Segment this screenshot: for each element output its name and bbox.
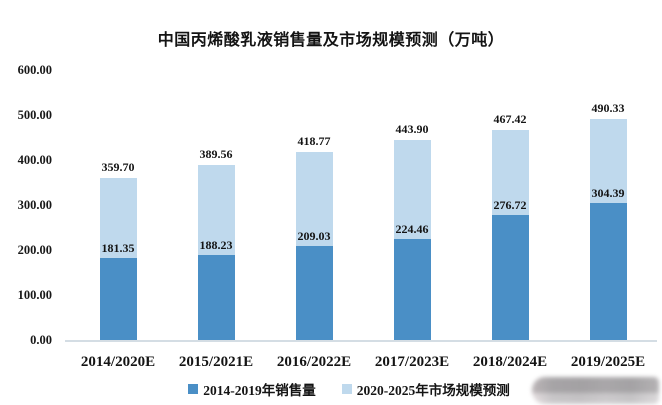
y-axis-tick-label: 600.00 — [17, 63, 52, 77]
bar-segment-sales — [393, 238, 431, 340]
x-axis-label: 2019/2025E — [570, 354, 646, 370]
bar-total-label: 418.77 — [297, 133, 331, 148]
bar-segment-forecast — [197, 164, 235, 256]
bar-sales-label: 181.35 — [101, 241, 135, 256]
legend-item: 2014-2019年销售量 — [188, 379, 316, 399]
bar-total-label: 467.42 — [493, 111, 527, 126]
bar-sales-label: 188.23 — [199, 238, 233, 253]
legend-item: 2020-2025年市场规模预测 — [341, 379, 510, 399]
bar-segment-forecast — [491, 129, 529, 216]
bar-segment-sales — [491, 215, 529, 340]
bar-segment-sales — [295, 245, 333, 340]
y-axis-tick-label: 300.00 — [17, 198, 52, 212]
bar-sales-label: 224.46 — [395, 221, 429, 236]
legend-swatch-forecast — [341, 384, 352, 394]
bar-segment-forecast — [99, 178, 137, 259]
bar-sales-label: 276.72 — [493, 198, 527, 213]
bar-sales-label: 209.03 — [297, 228, 331, 243]
bar-total-label: 359.70 — [101, 160, 135, 175]
bar-segment-forecast — [393, 140, 431, 239]
y-axis-tick-label: 100.00 — [17, 288, 52, 302]
y-axis-tick-label: 200.00 — [17, 243, 52, 257]
chart-title: 中国丙烯酸乳液销售量及市场规模预测（万吨） — [157, 32, 505, 49]
x-axis-label: 2017/2023E — [374, 354, 450, 370]
x-axis-label: 2018/2024E — [472, 354, 548, 370]
watermark-blur — [532, 377, 659, 404]
bar-segment-forecast — [589, 119, 627, 204]
bar-total-label: 443.90 — [395, 122, 429, 137]
legend: 2014-2019年销售量 2020-2025年市场规模预测 — [18, 379, 662, 399]
x-axis-label: 2014/2020E — [80, 354, 156, 370]
legend-label: 2020-2025年市场规模预测 — [356, 383, 510, 398]
y-axis-tick-label: 400.00 — [17, 153, 52, 167]
bar-segment-sales — [197, 255, 235, 340]
x-axis-label: 2015/2021E — [178, 354, 254, 370]
bar-segment-sales — [99, 258, 137, 340]
x-axis-label: 2016/2022E — [276, 354, 352, 370]
y-axis-tick-label: 0.00 — [30, 333, 52, 347]
bar-segment-forecast — [295, 151, 333, 246]
legend-swatch-sales — [188, 384, 199, 394]
x-axis-line — [65, 340, 657, 342]
bar-total-label: 389.56 — [199, 146, 233, 161]
bar-sales-label: 304.39 — [591, 186, 625, 201]
legend-label: 2014-2019年销售量 — [203, 383, 316, 398]
bar-segment-sales — [589, 203, 627, 340]
bar-total-label: 490.33 — [591, 101, 625, 116]
y-axis-tick-label: 500.00 — [17, 108, 52, 122]
